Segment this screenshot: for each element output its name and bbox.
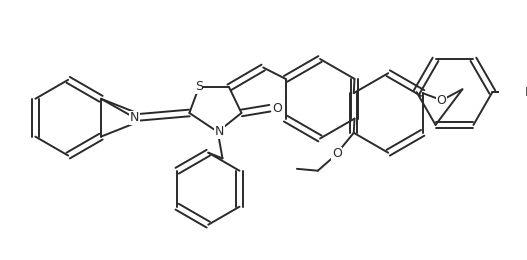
Text: N: N <box>524 86 527 99</box>
Text: N: N <box>130 111 139 124</box>
Text: S: S <box>195 80 203 93</box>
Text: N: N <box>215 125 225 138</box>
Text: O: O <box>437 94 446 107</box>
Text: O: O <box>272 102 282 115</box>
Text: O: O <box>332 147 341 160</box>
